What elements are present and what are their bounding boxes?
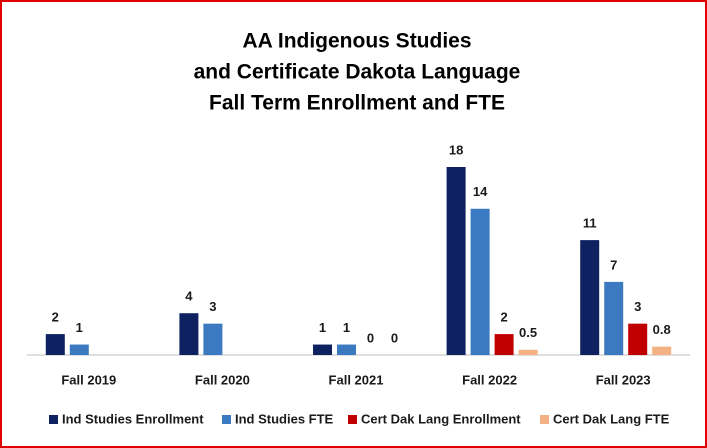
bar [628,323,648,355]
data-label: 1 [76,320,83,335]
bar [337,344,356,355]
bar [69,344,89,355]
data-label: 2 [52,310,59,325]
bar [604,281,624,355]
bar [446,167,466,355]
data-label: 11 [583,216,597,231]
data-label: 2 [500,310,507,325]
legend-swatch [222,415,231,424]
bar [470,208,490,355]
data-label: 3 [634,299,641,314]
x-tick-label: Fall 2021 [329,372,384,387]
legend-label: Ind Studies FTE [235,411,334,426]
legend-swatch [348,415,357,424]
x-tick-label: Fall 2023 [596,372,651,387]
bar [518,349,538,355]
x-tick-label: Fall 2022 [462,372,517,387]
legend-label: Cert Dak Lang FTE [553,411,670,426]
data-label: 0.5 [519,325,537,340]
chart-title: AA Indigenous Studies [242,30,471,53]
legend-label: Ind Studies Enrollment [62,411,204,426]
bar [652,346,672,355]
data-label: 0.8 [653,322,671,337]
data-label: 18 [449,142,463,157]
bar [494,334,514,355]
data-label: 0 [367,330,374,345]
data-label: 0 [391,330,398,345]
bar [203,323,223,355]
bar [45,334,65,355]
bar [580,240,600,355]
legend-swatch [49,415,58,424]
data-label: 7 [610,257,617,272]
data-label: 1 [319,320,326,335]
x-tick-label: Fall 2019 [61,372,116,387]
bar [179,313,199,355]
chart-title: Fall Term Enrollment and FTE [209,92,505,115]
data-label: 3 [209,299,216,314]
legend-swatch [540,415,549,424]
legend-label: Cert Dak Lang Enrollment [361,411,521,426]
data-label: 14 [473,184,488,199]
x-tick-label: Fall 2020 [195,372,250,387]
bar [313,344,332,355]
data-label: 4 [185,289,193,304]
chart-title: and Certificate Dakota Language [194,61,521,84]
data-label: 1 [343,320,350,335]
